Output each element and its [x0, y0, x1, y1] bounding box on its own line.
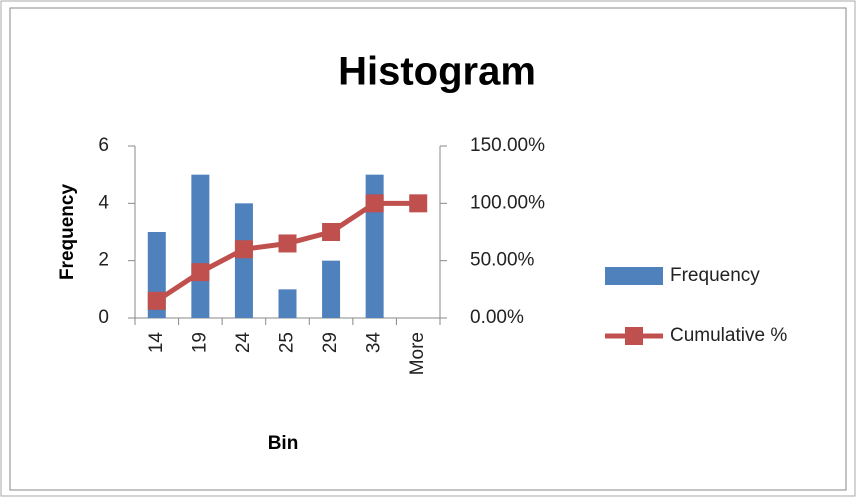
x-tick-label: 24	[233, 332, 254, 354]
marker	[409, 194, 428, 213]
marker	[365, 194, 384, 213]
x-axis-title: Bin	[268, 433, 299, 454]
y-tick-label: 0	[98, 307, 109, 328]
legend-swatch	[605, 267, 663, 285]
marker	[322, 223, 341, 241]
bar	[234, 203, 253, 318]
y2-tick-label: 100.00%	[470, 192, 545, 213]
chart-title: Histogram	[338, 50, 536, 94]
x-tick-label: 29	[320, 332, 341, 353]
y-tick-label: 2	[98, 250, 109, 271]
marker	[278, 234, 297, 253]
legend-label: Frequency	[670, 265, 760, 286]
x-tick-label: 34	[364, 332, 385, 354]
bar	[278, 289, 297, 318]
x-tick-label: 19	[189, 332, 210, 353]
marker	[147, 291, 166, 310]
legend-marker	[625, 327, 643, 345]
x-tick-label: 14	[146, 332, 167, 354]
y2-tick-label: 50.00%	[470, 250, 535, 271]
bar	[191, 174, 210, 318]
y-axis-title: Frequency	[57, 184, 78, 281]
y2-tick-label: 0.00%	[470, 307, 524, 328]
x-tick-label: 25	[277, 332, 298, 353]
bar	[322, 260, 341, 318]
marker	[191, 263, 210, 282]
y2-tick-label: 150.00%	[470, 135, 545, 156]
y-tick-label: 6	[98, 135, 109, 156]
y-tick-label: 4	[98, 192, 109, 213]
marker	[234, 240, 253, 259]
legend-label: Cumulative %	[670, 325, 787, 346]
x-tick-label: More	[407, 332, 428, 375]
